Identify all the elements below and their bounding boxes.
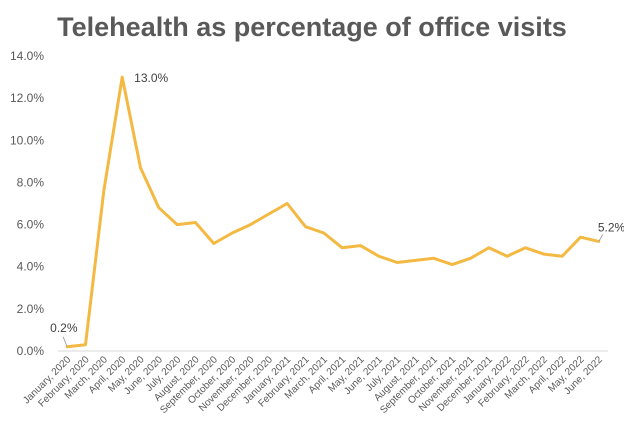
data-label: 5.2% — [598, 220, 624, 234]
y-tick-label: 0.0% — [17, 344, 45, 358]
chart-title: Telehealth as percentage of office visit… — [57, 12, 567, 42]
y-tick-label: 14.0% — [10, 49, 44, 63]
data-label: 0.2% — [50, 321, 78, 335]
y-tick-label: 2.0% — [17, 302, 45, 316]
y-tick-label: 6.0% — [17, 218, 45, 232]
data-labels: 0.2% 13.0% 5.2% — [50, 71, 624, 347]
y-tick-label: 10.0% — [10, 133, 44, 147]
data-label-leader-line — [598, 234, 604, 242]
y-tick-label: 4.0% — [17, 260, 45, 274]
data-label-leader-line — [62, 336, 68, 347]
telehealth-series-line — [65, 75, 601, 349]
data-label: 13.0% — [134, 71, 168, 85]
y-tick-label: 8.0% — [17, 175, 45, 189]
y-axis-ticks: 0.0% 2.0% 4.0% 6.0% 8.0% 10.0% 12.0% 14.0% — [10, 49, 44, 358]
y-tick-label: 12.0% — [10, 91, 44, 105]
